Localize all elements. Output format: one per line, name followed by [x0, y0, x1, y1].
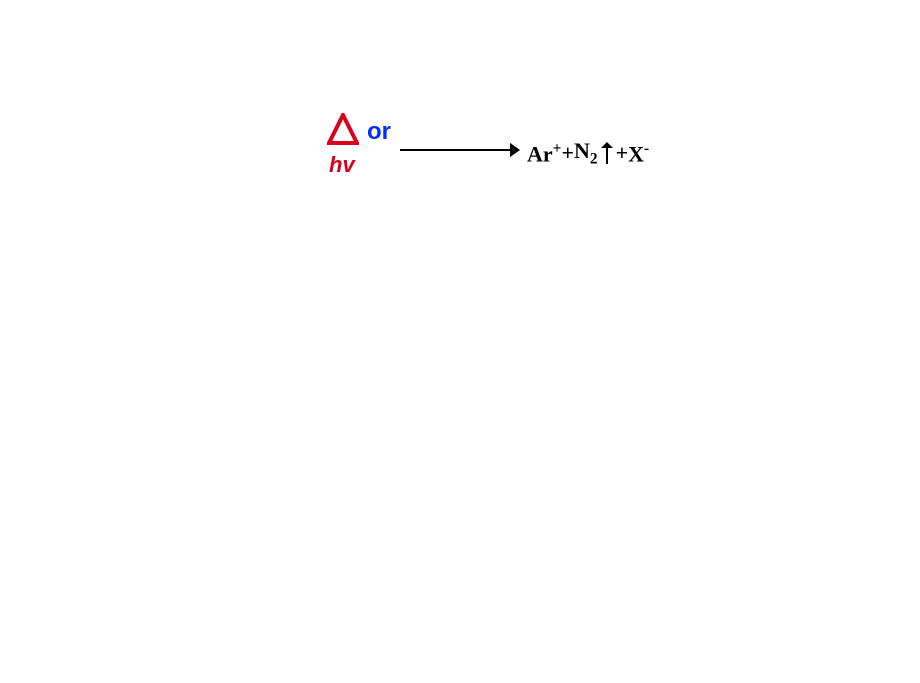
products-expression: Ar+ + N2 + X-	[527, 138, 649, 168]
x-charge: -	[644, 140, 649, 157]
plus-1: +	[561, 140, 574, 166]
plus-2: +	[616, 140, 629, 166]
n-sub: 2	[590, 150, 598, 167]
gas-evolution-arrow-icon	[600, 140, 614, 166]
or-label: or	[367, 118, 391, 146]
reaction-conditions: or hv	[327, 113, 391, 178]
triangle-svg	[327, 113, 359, 145]
product-n2: N2	[574, 138, 598, 168]
product-ar: Ar+	[527, 140, 561, 167]
reaction-arrow	[400, 140, 520, 165]
reaction-arrow-svg	[400, 140, 520, 160]
reaction-diagram: { "diagram": { "type": "reaction-scheme"…	[0, 0, 920, 683]
condition-top-row: or	[327, 113, 391, 150]
x-base: X	[628, 141, 644, 166]
product-x: X-	[628, 140, 649, 167]
heat-triangle-icon	[327, 113, 359, 150]
hv-label: hv	[329, 152, 355, 178]
n-base: N	[574, 138, 590, 163]
ar-base: Ar	[527, 141, 553, 166]
ar-charge: +	[553, 140, 562, 157]
gas-arrow-svg	[600, 142, 614, 164]
